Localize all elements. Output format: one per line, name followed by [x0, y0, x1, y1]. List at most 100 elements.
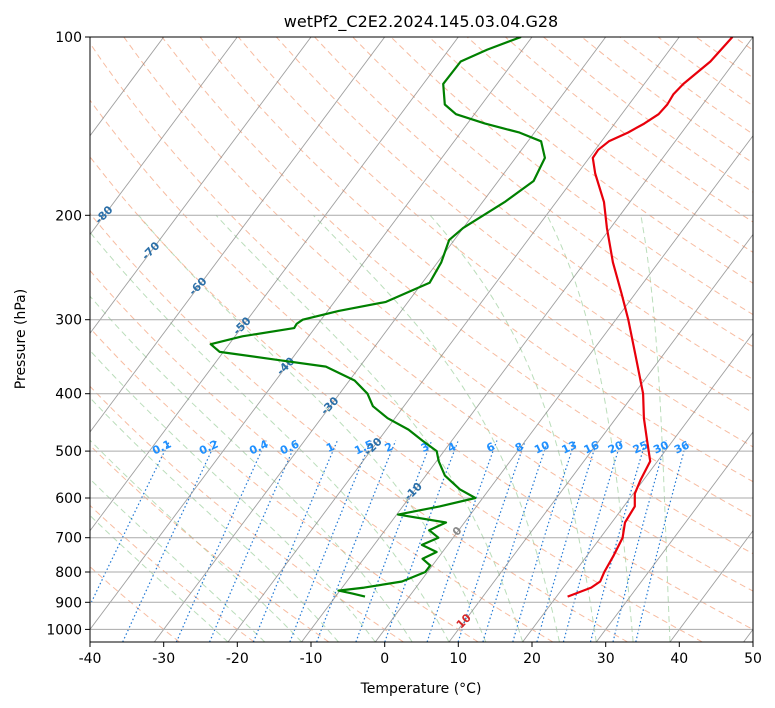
y-tick-label: 900 — [55, 595, 82, 611]
profile-layer — [209, 37, 734, 598]
x-tick-label: -10 — [300, 651, 323, 667]
moist-adiabat — [90, 349, 376, 642]
dry-adiabat — [314, 37, 753, 380]
dry-adiabat — [619, 37, 753, 135]
moist-adiabat — [90, 514, 229, 642]
temperature-profile — [567, 37, 734, 598]
mixing-ratio-label: 0.4 — [247, 437, 270, 457]
dry-adiabat-label: -60 — [186, 275, 209, 298]
isotherm — [90, 37, 386, 433]
dry-adiabat — [90, 99, 753, 630]
axis-layer: -40 -30 -20 -10 0 10 20 30 40 5010009008007006005… — [46, 30, 762, 667]
mixing-ratio-line — [252, 440, 338, 642]
moist-adiabat — [215, 214, 524, 642]
mixing-ratio-line — [384, 440, 459, 642]
moist-adiabat — [90, 231, 450, 642]
mixing-ratio-line — [536, 440, 598, 642]
dry-adiabat — [581, 37, 753, 164]
moist-adiabat — [313, 214, 560, 642]
dry-adiabat — [657, 37, 753, 107]
isotherm — [595, 431, 753, 642]
mixing-ratio-line — [175, 440, 267, 642]
dry-adiabat — [352, 37, 753, 348]
dry-adiabat — [90, 42, 753, 592]
mixing-ratio-line — [355, 440, 433, 642]
x-tick-label: -30 — [152, 651, 175, 667]
x-tick-label: 40 — [670, 651, 688, 667]
x-tick-label: 20 — [523, 651, 541, 667]
plot-frame — [89, 36, 754, 643]
mixing-ratio-line — [512, 440, 576, 642]
dry-adiabat — [90, 269, 554, 642]
mixing-ratio-label: 8 — [513, 440, 525, 455]
y-tick-label: 1000 — [46, 622, 82, 638]
isotherm — [374, 135, 753, 642]
dry-adiabat-label: 0 — [450, 524, 465, 539]
mixing-ratio-label: 20 — [606, 438, 626, 456]
dewpoint-profile — [209, 37, 546, 598]
mixing-ratio-label: 0.1 — [150, 438, 173, 458]
dry-adiabat-label: -70 — [139, 239, 162, 262]
isotherm — [227, 37, 680, 642]
dry-adiabat — [90, 212, 628, 642]
x-axis-title: Temperature (°C) — [360, 681, 482, 697]
y-tick-label: 200 — [55, 208, 82, 224]
mixing-ratio-line — [635, 440, 688, 642]
mixing-ratio-line — [589, 440, 647, 642]
y-tick-label: 600 — [55, 491, 82, 507]
dry-adiabat — [466, 37, 753, 253]
x-tick-label: 0 — [380, 651, 389, 667]
mixing-ratio-label: 13 — [560, 438, 579, 456]
isotherm — [90, 37, 238, 236]
mixing-ratio-line — [122, 440, 217, 642]
mixing-ratio-line — [482, 440, 549, 642]
x-tick-label: 10 — [449, 651, 467, 667]
dry-adiabat — [90, 504, 255, 642]
isotherm — [301, 37, 753, 642]
chart-title: wetPf2_C2E2.2024.145.03.04.G28 — [284, 12, 558, 32]
grid-layer — [90, 37, 753, 642]
moist-adiabat — [640, 215, 671, 642]
isotherm — [153, 37, 607, 642]
isotherm — [522, 332, 753, 642]
mixing-ratio-label: 30 — [651, 438, 671, 456]
dry-adiabat — [90, 156, 703, 642]
mixing-ratio-line — [426, 440, 498, 642]
y-tick-label: 800 — [55, 565, 82, 581]
dry-adiabat-label: -10 — [402, 480, 425, 503]
moist-adiabat — [90, 439, 302, 642]
mixing-ratio-label: 25 — [631, 438, 650, 456]
x-tick-label: 50 — [744, 651, 762, 667]
dry-adiabat — [695, 37, 753, 79]
y-axis-title: Pressure (hPa) — [13, 289, 29, 389]
isotherm — [669, 529, 753, 642]
mixing-ratio-line — [562, 440, 622, 642]
y-tick-label: 500 — [55, 444, 82, 460]
moist-adiabat — [429, 214, 597, 642]
mixing-ratio-label: 4 — [446, 440, 459, 455]
mixing-ratio-label: 1 — [324, 440, 336, 455]
dry-adiabat-label: -80 — [92, 203, 115, 226]
dry-adiabat — [428, 37, 753, 284]
dry-adiabat — [390, 37, 753, 316]
mixing-ratio-label: 0.2 — [197, 438, 220, 458]
isotherm — [90, 37, 533, 631]
mixing-ratio-label: 6 — [484, 440, 497, 455]
dry-adiabat — [161, 37, 753, 518]
mixing-ratio-label: 0.6 — [278, 437, 301, 457]
isotherm — [448, 233, 753, 642]
y-tick-label: 300 — [55, 313, 82, 329]
moist-adiabat — [546, 215, 634, 642]
y-tick-label: 100 — [55, 30, 82, 46]
dry-adiabat-label: -40 — [274, 354, 297, 377]
mixing-ratio-label: 36 — [672, 438, 692, 456]
mixing-ratio-line — [457, 440, 526, 642]
y-tick-label: 700 — [55, 531, 82, 547]
moist-adiabat — [138, 214, 487, 642]
mixing-ratio-label: 10 — [532, 438, 552, 456]
dry-adiabat — [237, 37, 753, 448]
mixing-ratio-label: 16 — [582, 438, 602, 456]
x-tick-label: -20 — [226, 651, 249, 667]
mixing-ratio-line — [612, 440, 667, 642]
